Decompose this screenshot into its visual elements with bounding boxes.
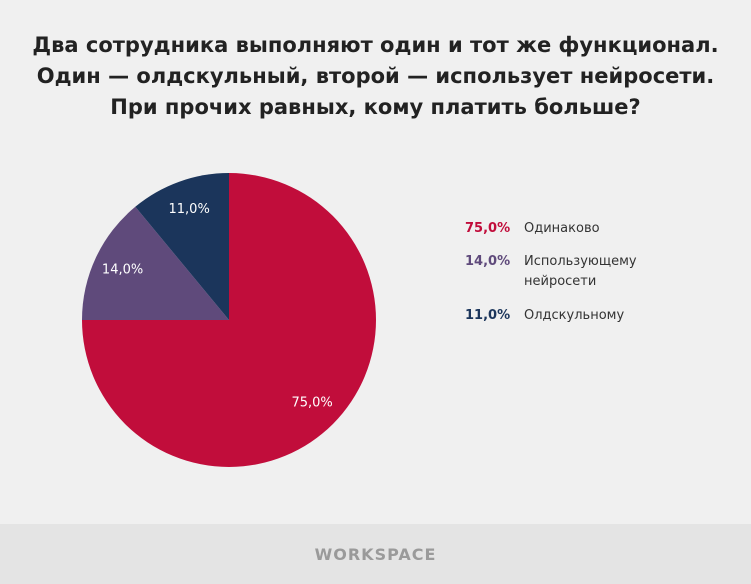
title-line: Два сотрудника выполняют один и тот же ф…: [32, 33, 719, 57]
pie-slice: [135, 173, 229, 320]
legend-item: 14,0% Использующему нейросети: [465, 252, 664, 292]
legend-label: Одинаково: [524, 221, 600, 236]
legend-label: Олдскульному: [524, 308, 625, 323]
legend-value: 11,0%: [465, 308, 511, 323]
legend-item: 75,0% Одинаково: [465, 219, 664, 239]
legend-item: 11,0% Олдскульному: [465, 306, 664, 326]
title-line: При прочих равных, кому платить больше?: [110, 95, 641, 119]
chart: 75,0% 14,0% 11,0%: [82, 173, 376, 467]
slice-label: 14,0%: [102, 262, 143, 277]
slice-label: 75,0%: [291, 396, 332, 411]
footer-logo: WORKSPACE: [0, 524, 751, 584]
title-line: Один — олдскульный, второй — использует …: [36, 64, 715, 88]
chart-title: Два сотрудника выполняют один и тот же ф…: [0, 30, 751, 123]
pie-slice: [82, 206, 229, 320]
legend-value: 14,0%: [465, 254, 511, 269]
slice-label: 11,0%: [169, 202, 210, 217]
legend-value: 75,0%: [465, 221, 511, 236]
legend-label: Использующему нейросети: [524, 254, 637, 289]
